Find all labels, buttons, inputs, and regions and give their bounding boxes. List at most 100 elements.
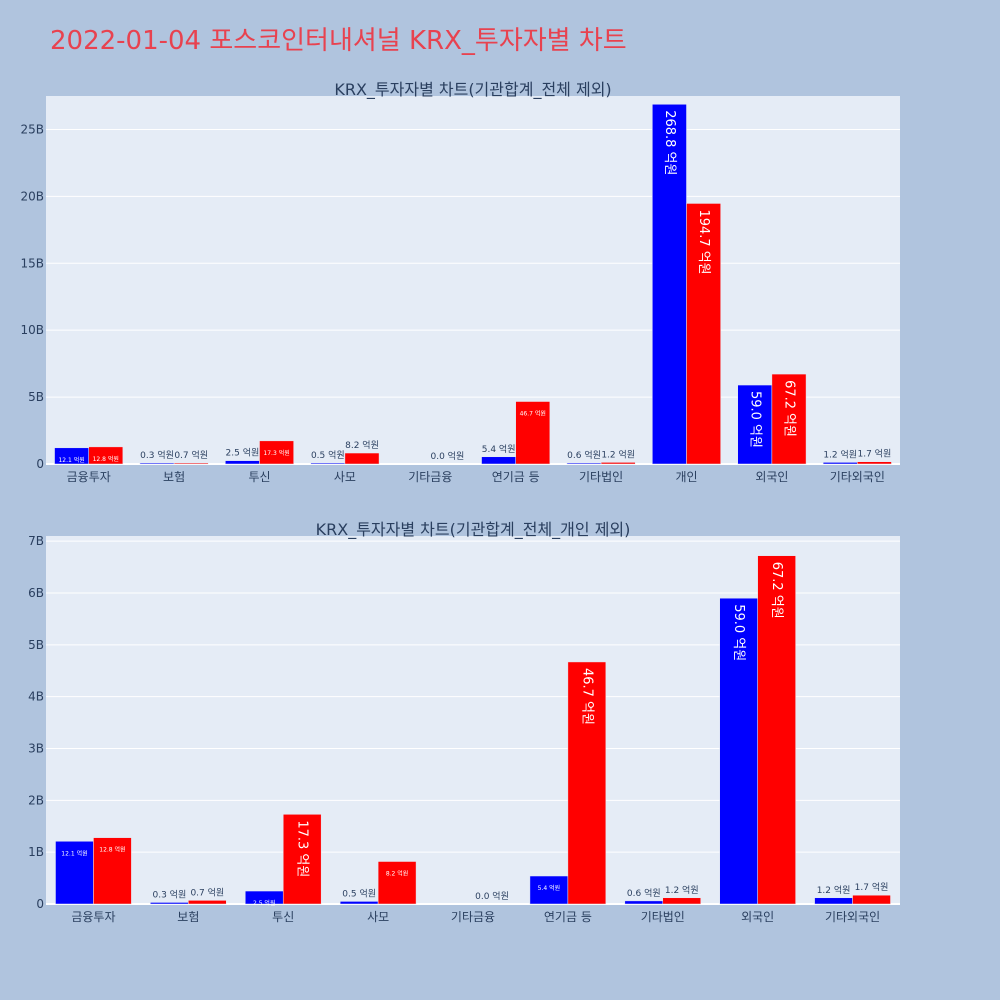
bar-series2 [567, 661, 607, 905]
bar-series1 [310, 462, 346, 465]
chart-institutional-excluded: KRX_투자자별 차트(기관합계_전체 제외) 0 5B 10B 15B 20B 25B 금융… [20, 80, 900, 484]
x-tick-label: 금융투자 [71, 910, 115, 924]
bar-series1 [150, 902, 189, 905]
bar-series2 [771, 373, 807, 465]
x-tick-label: 외국인 [755, 470, 788, 484]
bar-series2 [662, 897, 701, 905]
bar-series2 [282, 814, 322, 905]
x-tick-label: 기타금융 [408, 470, 452, 484]
bar-series1 [55, 841, 94, 905]
bar-data-label: 0.0 억원 [431, 450, 465, 462]
bar-data-label: 59.0 억원 [747, 391, 762, 448]
bar-series1 [339, 901, 379, 905]
bar-series2 [188, 900, 227, 905]
bar-series1 [624, 900, 664, 905]
x-tick-label: 기타법인 [579, 470, 623, 484]
bar-data-label: 2.5 억원 [253, 899, 276, 907]
bar-data-label: 8.2 억원 [345, 439, 379, 451]
bar-series1 [822, 462, 858, 465]
bar-data-label: 1.7 억원 [858, 448, 892, 460]
bar-series2 [686, 203, 721, 465]
x-tick-label: 사모 [367, 910, 389, 924]
bar-data-label: 0.6 억원 [627, 887, 661, 899]
bar-data-label: 5.4 억원 [538, 884, 561, 892]
x-tick-label: 보험 [177, 910, 199, 924]
bar-series2 [377, 861, 417, 905]
bar-data-label: 8.2 억원 [386, 869, 409, 877]
bar-data-label: 12.8 억원 [93, 455, 119, 463]
x-tick-label: 사모 [334, 470, 356, 484]
bar-data-label: 1.2 억원 [601, 448, 635, 460]
bar-data-label: 59.0 억원 [731, 604, 746, 661]
bar-data-label: 17.3 억원 [263, 449, 289, 457]
bar-series2 [259, 440, 294, 465]
bar-series1 [719, 597, 758, 905]
x-tick-label: 외국인 [741, 910, 774, 924]
y-tick-label: 0 [36, 457, 44, 471]
bar-data-label: 1.2 억원 [665, 884, 699, 896]
bar-data-label: 0.5 억원 [342, 887, 376, 899]
chart-institutional-individual-excluded: KRX_투자자별 차트(기관합계_전체_개인 제외) 0 1B 2B 3B 4B 5B 6B 7… [28, 520, 900, 924]
bar-series2 [852, 894, 891, 905]
bar-data-label: 2.5 억원 [226, 447, 260, 459]
bar-data-label: 194.7 억원 [696, 209, 711, 274]
y-tick-label: 20B [20, 189, 44, 203]
y-tick-label: 1B [28, 845, 44, 859]
x-tick-label: 연기금 등 [544, 910, 592, 924]
bar-series1 [737, 384, 773, 465]
y-tick-label: 6B [28, 586, 44, 600]
bar-series2 [88, 446, 124, 465]
x-tick-label: 기타금융 [451, 910, 495, 924]
bar-data-label: 46.7 억원 [520, 410, 546, 418]
bar-data-label: 268.8 억원 [662, 110, 677, 175]
x-tick-label: 기타외국인 [830, 470, 885, 484]
x-tick-label: 투신 [272, 910, 294, 924]
y-tick-label: 25B [20, 122, 44, 136]
bar-data-label: 67.2 억원 [781, 380, 796, 437]
x-tick-label: 연기금 등 [492, 470, 540, 484]
x-tick-label: 투신 [248, 470, 270, 484]
x-tick-label: 기타법인 [641, 910, 685, 924]
y-tick-label: 0 [36, 897, 44, 911]
bar-data-label: 67.2 억원 [769, 562, 784, 619]
bar-series1 [566, 462, 602, 465]
bar-data-label: 17.3 억원 [295, 820, 310, 877]
bar-series1 [139, 462, 175, 465]
x-tick-label: 개인 [675, 470, 697, 484]
bar-data-label: 0.3 억원 [152, 888, 186, 900]
y-tick-label: 4B [28, 690, 44, 704]
x-tick-label: 보험 [163, 470, 185, 484]
bar-series2 [600, 462, 636, 465]
chart-title: KRX_투자자별 차트(기관합계_전체_개인 제외) [316, 520, 631, 540]
bar-data-label: 1.2 억원 [823, 448, 857, 460]
chart-title: KRX_투자자별 차트(기관합계_전체 제외) [334, 80, 611, 100]
bar-series2 [857, 461, 892, 465]
page-title: 2022-01-04 포스코인터내셔널 KRX_투자자별 차트 [50, 26, 627, 56]
bar-series1 [481, 456, 516, 465]
y-tick-label: 10B [20, 323, 44, 337]
x-tick-label: 금융투자 [67, 470, 111, 484]
x-tick-label: 기타외국인 [825, 910, 880, 924]
bar-series2 [344, 452, 380, 465]
bar-data-label: 0.0 억원 [475, 890, 509, 902]
y-tick-label: 3B [28, 742, 44, 756]
bar-series2 [93, 837, 132, 905]
bar-data-label: 0.3 억원 [140, 449, 174, 461]
bar-series2 [515, 401, 551, 465]
bar-data-label: 5.4 억원 [482, 443, 516, 455]
bar-data-label: 12.8 억원 [99, 846, 125, 854]
bar-series1 [225, 460, 260, 465]
bar-data-label: 0.7 억원 [174, 449, 208, 461]
bar-data-label: 0.7 억원 [190, 886, 224, 898]
bar-data-label: 0.6 억원 [567, 449, 601, 461]
y-tick-label: 5B [28, 638, 44, 652]
y-tick-label: 2B [28, 793, 44, 807]
y-tick-label: 15B [20, 256, 44, 270]
bar-series1 [652, 104, 687, 465]
bar-data-label: 1.2 억원 [817, 884, 851, 896]
bar-series1 [814, 897, 853, 905]
bar-data-label: 12.1 억원 [58, 456, 84, 464]
y-tick-label: 7B [28, 534, 44, 548]
bar-data-label: 0.5 억원 [311, 449, 345, 461]
